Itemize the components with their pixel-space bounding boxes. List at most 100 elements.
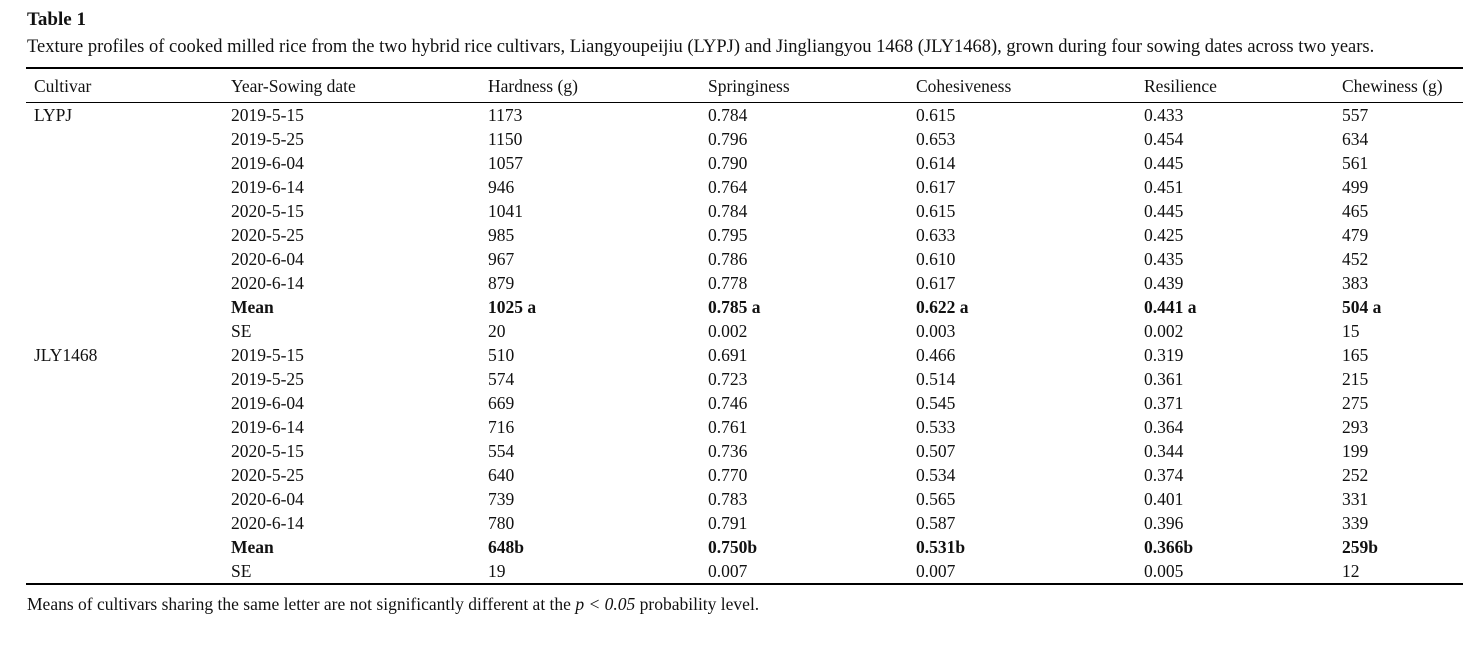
table-cell: 2020-5-25 (231, 465, 304, 485)
footnote-text-end: probability level. (635, 594, 760, 614)
table-cell: 967 (488, 249, 515, 269)
table-cell (26, 559, 223, 584)
table-cell: 985 (488, 225, 515, 245)
table-cell: 0.445 (1144, 153, 1184, 173)
table-cell: 0.791 (708, 513, 748, 533)
table-cell: 0.445 (1144, 201, 1184, 221)
table-cell: 2020-6-04 (231, 249, 304, 269)
table-cell: 634 (1342, 129, 1369, 149)
table-cell: 0.451 (1144, 177, 1184, 197)
table-row: SE 20 0.002 0.003 0.002 15 (26, 319, 1463, 343)
table-cell: 215 (1342, 369, 1369, 389)
table-cell: LYPJ (34, 105, 73, 125)
table-cell: 739 (488, 489, 515, 509)
table-row: Mean 648b 0.750b 0.531b 0.366b 259b (26, 535, 1463, 559)
table-cell: 259b (1342, 537, 1378, 557)
footnote-text: Means of cultivars sharing the same lett… (27, 594, 576, 614)
table-cell: 499 (1342, 177, 1369, 197)
table-cell: 561 (1342, 153, 1369, 173)
table-cell: 165 (1342, 345, 1369, 365)
table-cell: 0.587 (916, 513, 956, 533)
table-cell: 199 (1342, 441, 1369, 461)
table-cell: 0.514 (916, 369, 956, 389)
footnote-p-value: p < 0.05 (575, 594, 636, 614)
table-cell: 0.545 (916, 393, 956, 413)
table-row: 2019-6-04 669 0.746 0.545 0.371 275 (26, 391, 1463, 415)
table-row: 2020-6-14 879 0.778 0.617 0.439 383 (26, 271, 1463, 295)
table-cell: 0.622 a (916, 297, 969, 317)
table-cell: 0.615 (916, 105, 956, 125)
table-cell: 0.786 (708, 249, 748, 269)
table-cell: 1041 (488, 201, 523, 221)
table-cell: 2020-5-15 (231, 201, 304, 221)
table-cell (26, 223, 223, 247)
table-cell: 0.610 (916, 249, 956, 269)
table-cell: 669 (488, 393, 515, 413)
table-cell (26, 535, 223, 559)
texture-profile-table: Cultivar Year-Sowing date Hardness (g) S… (26, 67, 1463, 585)
table-cell: 1057 (488, 153, 523, 173)
table-cell: 0.534 (916, 465, 956, 485)
table-cell: 0.374 (1144, 465, 1184, 485)
table-cell: 2020-5-15 (231, 441, 304, 461)
table-cell: 0.746 (708, 393, 748, 413)
table-cell: 0.783 (708, 489, 748, 509)
table-cell: 331 (1342, 489, 1369, 509)
table-row: 2020-5-15 554 0.736 0.507 0.344 199 (26, 439, 1463, 463)
table-row: 2020-6-04 967 0.786 0.610 0.435 452 (26, 247, 1463, 271)
table-cell: 0.617 (916, 177, 956, 197)
table-cell: 2019-6-14 (231, 417, 304, 437)
table-cell: JLY1468 (34, 345, 98, 365)
table-cell: 0.002 (1144, 321, 1184, 341)
table-cell: 2020-6-14 (231, 273, 304, 293)
table-cell (26, 415, 223, 439)
table-cell: 0.425 (1144, 225, 1184, 245)
table-cell: 0.761 (708, 417, 748, 437)
table-cell: 339 (1342, 513, 1369, 533)
table-cell: 0.466 (916, 345, 956, 365)
table-cell: 0.784 (708, 201, 748, 221)
table-row: 2020-5-25 985 0.795 0.633 0.425 479 (26, 223, 1463, 247)
table-cell: SE (231, 561, 252, 581)
table-cell: 574 (488, 369, 515, 389)
table-cell: 0.653 (916, 129, 956, 149)
table-cell (26, 271, 223, 295)
table-row: 2020-6-14 780 0.791 0.587 0.396 339 (26, 511, 1463, 535)
table-cell: 1150 (488, 129, 523, 149)
column-header-chewiness: Chewiness (g) (1334, 68, 1463, 103)
table-cell: 0.770 (708, 465, 748, 485)
table-cell: 0.007 (708, 561, 748, 581)
column-header-sowing-date: Year-Sowing date (223, 68, 480, 103)
table-cell (26, 487, 223, 511)
table-cell: 780 (488, 513, 515, 533)
table-cell (26, 391, 223, 415)
table-cell: 20 (488, 321, 506, 341)
table-cell: 2019-5-25 (231, 369, 304, 389)
table-cell (26, 127, 223, 151)
table-cell: 0.617 (916, 273, 956, 293)
table-cell (26, 367, 223, 391)
table-row: JLY1468 2019-5-15 510 0.691 0.466 0.319 165 (26, 343, 1463, 367)
table-cell: 0.790 (708, 153, 748, 173)
table-cell: 2019-5-25 (231, 129, 304, 149)
table-cell: 293 (1342, 417, 1369, 437)
table-row: 2019-6-04 1057 0.790 0.614 0.445 561 (26, 151, 1463, 175)
table-cell: 0.003 (916, 321, 956, 341)
table-cell: 2020-6-04 (231, 489, 304, 509)
table-cell: 383 (1342, 273, 1369, 293)
table-cell: 0.784 (708, 105, 748, 125)
table-cell: 0.396 (1144, 513, 1184, 533)
table-cell: 0.778 (708, 273, 748, 293)
table-cell: 0.344 (1144, 441, 1184, 461)
table-cell: 0.433 (1144, 105, 1184, 125)
table-cell: 557 (1342, 105, 1369, 125)
table-cell (26, 295, 223, 319)
table-cell: 0.764 (708, 177, 748, 197)
table-cell: 0.435 (1144, 249, 1184, 269)
table-cell: 0.005 (1144, 561, 1184, 581)
table-cell: 1025 a (488, 297, 537, 317)
table-cell: 0.785 a (708, 297, 761, 317)
table-cell: 0.007 (916, 561, 956, 581)
table-cell: 0.439 (1144, 273, 1184, 293)
table-cell: 0.361 (1144, 369, 1184, 389)
